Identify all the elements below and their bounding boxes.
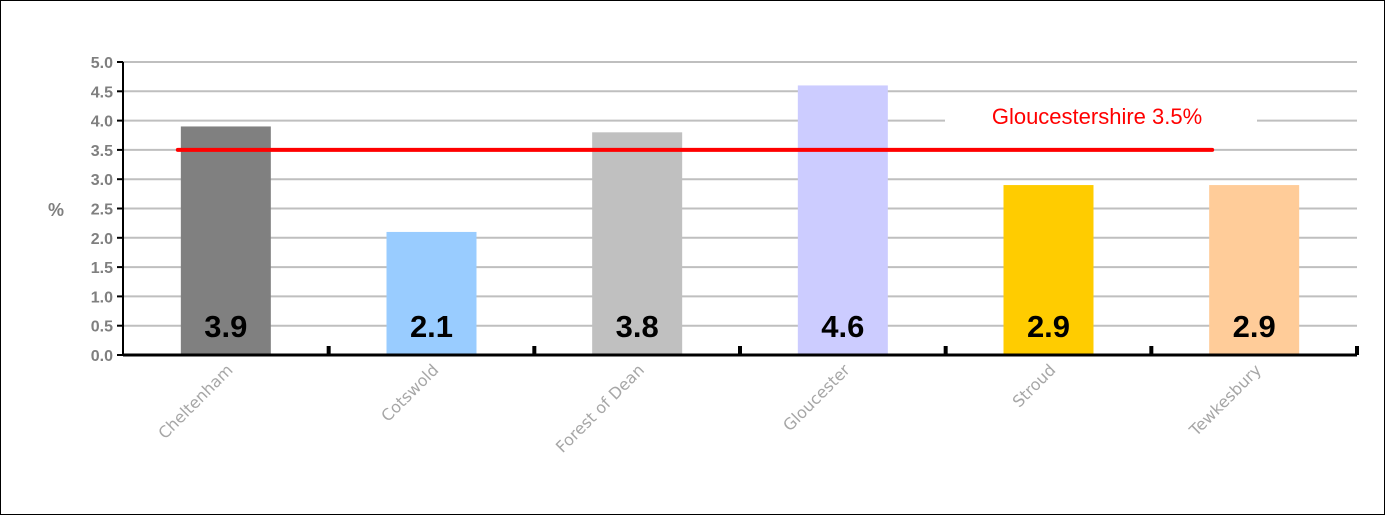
bar-value-label: 2.1 <box>410 309 453 344</box>
bar <box>797 85 888 355</box>
bar <box>592 132 683 355</box>
y-tick-label: 0.5 <box>91 319 113 336</box>
y-tick-label: 4.0 <box>91 114 113 131</box>
bar <box>180 126 271 356</box>
y-tick-label: 2.0 <box>91 231 113 248</box>
category-label: Stroud <box>1009 360 1060 411</box>
bar-value-label: 3.9 <box>204 309 247 344</box>
y-tick-label: 2.5 <box>91 202 113 219</box>
category-label: Gloucester <box>779 360 854 435</box>
y-tick-label: 0.0 <box>91 348 113 365</box>
y-tick-label: 1.0 <box>91 289 113 306</box>
bar-value-label: 4.6 <box>821 309 864 344</box>
bar-value-label: 2.9 <box>1233 309 1276 344</box>
bar <box>386 231 477 355</box>
y-axis-label: % <box>48 200 64 220</box>
y-tick-label: 5.0 <box>91 55 113 72</box>
y-tick-label: 3.5 <box>91 143 113 160</box>
category-label: Forest of Dean <box>552 360 648 456</box>
bar-value-label: 2.9 <box>1027 309 1070 344</box>
y-tick-label: 3.0 <box>91 172 113 189</box>
reference-line-group: Gloucestershire 3.5% <box>175 98 1257 152</box>
y-tick-label: 4.5 <box>91 84 113 101</box>
y-tick-label: 1.5 <box>91 260 113 277</box>
category-label: Cheltenham <box>154 360 236 442</box>
reference-label-background <box>945 98 1257 134</box>
bars <box>180 85 1300 356</box>
category-label: Cotswold <box>377 360 442 425</box>
axes <box>117 61 1359 357</box>
category-label: Tewkesbury <box>1185 360 1265 440</box>
bar <box>1209 185 1300 355</box>
bar-value-label: 3.8 <box>616 309 659 344</box>
reference-line-label: Gloucestershire 3.5% <box>992 104 1202 129</box>
bar <box>1003 185 1094 355</box>
